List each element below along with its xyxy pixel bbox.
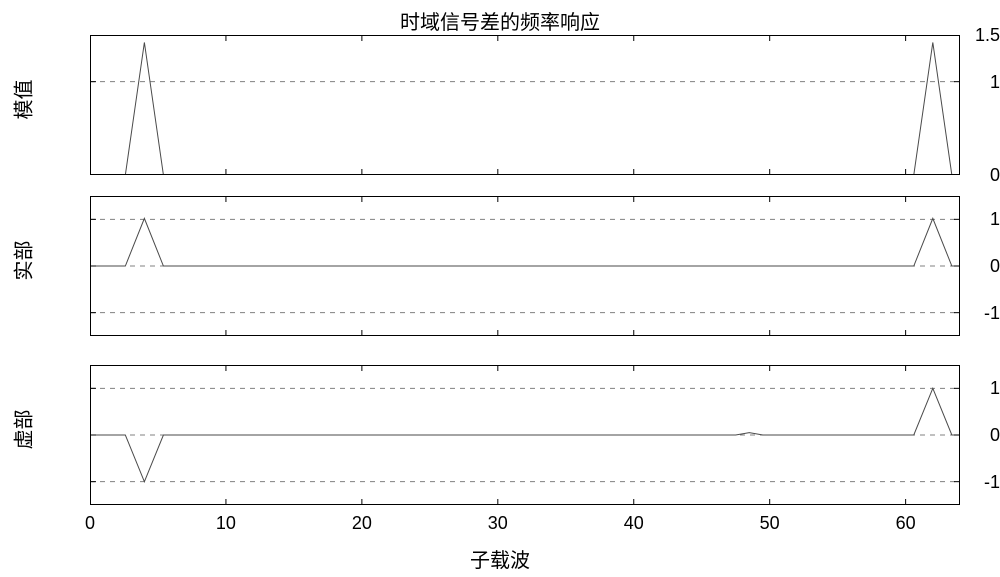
y-axis-label-imag: 虚部 — [8, 426, 37, 450]
ytick-label: -1 — [920, 473, 1000, 491]
figure-title: 时域信号差的频率响应 — [0, 6, 1000, 35]
panel-imag — [90, 365, 960, 505]
panel-real — [90, 196, 960, 336]
xtick-label: 0 — [85, 514, 95, 532]
ytick-label: -1 — [920, 304, 1000, 322]
ytick-label: 0 — [920, 166, 1000, 184]
y-axis-label-magnitude: 模值 — [8, 96, 37, 120]
x-axis-label: 子载波 — [0, 544, 1000, 573]
y-axis-label-real: 实部 — [8, 257, 37, 281]
ytick-label: 0 — [920, 426, 1000, 444]
ytick-label: 1 — [920, 379, 1000, 397]
ytick-label: 1.5 — [920, 26, 1000, 44]
ytick-label: 1 — [920, 73, 1000, 91]
xtick-label: 50 — [760, 514, 780, 532]
xtick-label: 60 — [896, 514, 916, 532]
figure: 时域信号差的频率响应 子载波 模值011.5实部-101虚部-101010203… — [0, 0, 1000, 577]
panel-magnitude — [90, 35, 960, 175]
ytick-label: 0 — [920, 257, 1000, 275]
xtick-label: 40 — [624, 514, 644, 532]
xtick-label: 10 — [216, 514, 236, 532]
xtick-label: 30 — [488, 514, 508, 532]
ytick-label: 1 — [920, 210, 1000, 228]
xtick-label: 20 — [352, 514, 372, 532]
